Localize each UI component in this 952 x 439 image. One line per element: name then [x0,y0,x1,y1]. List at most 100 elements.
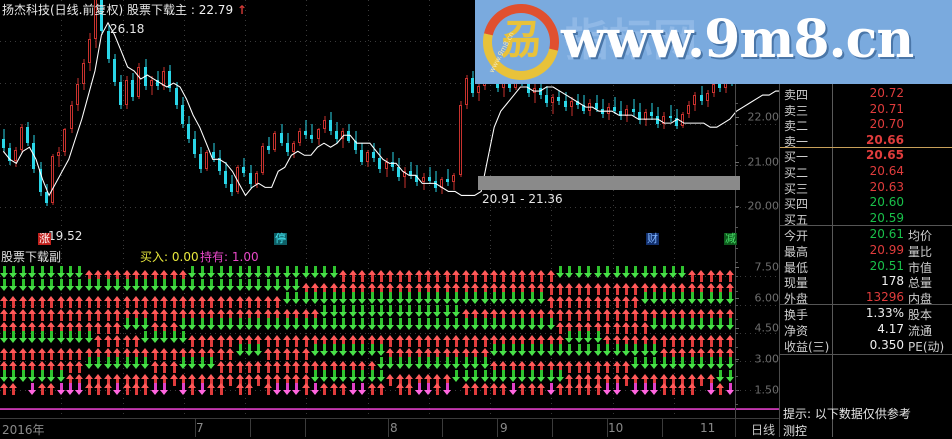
x-axis-tick-label: 10 [608,421,624,435]
down-signal-arrow [631,344,640,356]
marker-zhang: 涨 [38,232,51,245]
up-signal-arrow [179,296,188,308]
down-signal-arrow [368,344,377,356]
up-signal-arrow [471,309,480,321]
down-signal-arrow [660,266,669,278]
quote-row-label-2: 内盘 [908,291,933,306]
candlestick [471,70,474,98]
up-signal-arrow [641,374,650,386]
up-signal-arrow [584,309,593,321]
quote-row[interactable]: 买三 20.63 [780,180,952,196]
quote-row[interactable]: 买一 20.65 [780,148,952,164]
quote-row[interactable]: 换手 1.33% 股本 [780,306,952,322]
down-signal-arrow [443,357,452,369]
up-signal-arrow [160,348,169,360]
up-signal-arrow [47,309,56,321]
up-signal-arrow [273,374,282,386]
down-signal-arrow [264,279,273,291]
up-signal-arrow [236,374,245,386]
up-signal-arrow [170,296,179,308]
up-signal-arrow [660,374,669,386]
quote-row[interactable]: 买四 20.60 [780,195,952,211]
candlestick [304,120,307,139]
up-signal-arrow [603,283,612,295]
down-signal-arrow [660,357,669,369]
quote-row-value: 20.60 [869,195,904,210]
up-signal-arrow [424,348,433,360]
down-signal-arrow [28,370,37,382]
quote-row[interactable]: 卖二 20.70 [780,117,952,133]
bottom-signal-arrow [528,383,537,395]
down-signal-arrow [132,318,141,330]
up-signal-arrow [302,348,311,360]
quote-row[interactable]: 外盘 13296 内盘 [780,290,952,306]
bottom-signal-arrow [311,383,320,395]
quote-row-label: 卖二 [784,119,809,134]
bottom-signal-arrow [179,383,188,395]
bottom-signal-arrow [716,383,725,395]
up-signal-arrow [396,335,405,347]
up-signal-arrow [0,322,9,334]
candlestick [8,142,11,166]
quote-row[interactable]: 卖一 20.66 [780,133,952,149]
down-signal-arrow [330,266,339,278]
down-signal-arrow [0,331,9,343]
candlestick [261,142,264,175]
down-signal-arrow [273,279,282,291]
up-signal-arrow [94,309,103,321]
down-signal-arrow [716,292,725,304]
quote-row-value: 20.63 [869,179,904,194]
up-signal-arrow [565,309,574,321]
up-signal-arrow [66,361,75,373]
quote-row[interactable]: 卖四 20.72 [780,86,952,102]
quote-row[interactable]: 现量 178 总量 [780,274,952,290]
up-signal-arrow [302,374,311,386]
up-signal-arrow [47,361,56,373]
quote-row[interactable]: 净资 4.17 流通 [780,322,952,338]
down-signal-arrow [575,344,584,356]
up-signal-arrow [94,374,103,386]
up-signal-arrow [85,270,94,282]
down-signal-arrow [641,292,650,304]
up-signal-arrow [207,374,216,386]
up-signal-arrow [273,335,282,347]
up-signal-arrow [349,270,358,282]
quote-row-label: 买五 [784,212,809,227]
up-signal-arrow [707,374,716,386]
up-signal-arrow [66,309,75,321]
up-signal-arrow [443,348,452,360]
bottom-signal-arrow [650,383,659,395]
down-signal-arrow [452,292,461,304]
bottom-signal-arrow [509,383,518,395]
down-signal-arrow [509,370,518,382]
quote-row[interactable]: 卖三 20.71 [780,102,952,118]
down-signal-arrow [688,292,697,304]
down-signal-arrow [302,266,311,278]
up-signal-arrow [151,361,160,373]
down-signal-arrow [179,331,188,343]
bottom-signal-arrow [481,383,490,395]
up-signal-arrow [75,296,84,308]
candlestick [632,99,635,117]
quote-row[interactable]: 买二 20.64 [780,164,952,180]
down-signal-arrow [716,318,725,330]
up-signal-arrow [132,335,141,347]
quote-row-value: 20.61 [869,227,904,242]
up-signal-arrow [424,374,433,386]
indicator-pane[interactable]: 股票下载副 买入: 0.00 持有: 1.00 7.50 6.00 4.50 3.00… [0,248,779,418]
up-signal-arrow [518,361,527,373]
up-signal-arrow [198,348,207,360]
quote-row[interactable]: 最高 20.99 量比 [780,243,952,259]
up-signal-arrow [528,270,537,282]
candlestick [150,76,153,96]
up-signal-arrow [396,283,405,295]
quote-row[interactable]: 买五 20.59 [780,211,952,227]
up-signal-arrow [518,335,527,347]
up-signal-arrow [697,309,706,321]
quote-row[interactable]: 最低 20.51 市值 [780,259,952,275]
quote-row[interactable]: 收益(三) 0.350 PE(动) [780,338,952,354]
candlestick [317,127,320,145]
quote-row[interactable]: 今开 20.61 均价 [780,227,952,243]
quote-row-value: 178 [881,274,904,289]
watermark-logo-glyph: 刕 [501,17,541,63]
